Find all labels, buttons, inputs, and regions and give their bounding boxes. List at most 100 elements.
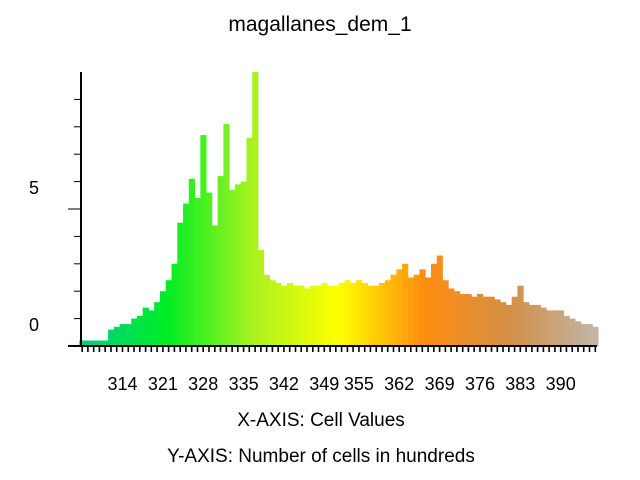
histogram-bar [471, 296, 478, 346]
histogram-bar [298, 285, 305, 346]
histogram-bar [113, 326, 121, 346]
histogram-bar [200, 135, 207, 346]
x-tick-label: 349 [309, 374, 339, 394]
histogram-bar [436, 255, 443, 346]
histogram-bar [373, 285, 380, 346]
histogram-bar [505, 304, 513, 346]
x-tick-label: 335 [229, 374, 259, 394]
histogram-bar [396, 269, 403, 346]
histogram-bar [344, 280, 351, 346]
histogram-bar [448, 288, 455, 346]
histogram-bar [540, 307, 547, 346]
histogram-bar [90, 340, 97, 346]
histogram-bar [286, 282, 293, 346]
y-tick-label: 5 [29, 178, 39, 198]
x-tick-label: 342 [269, 374, 299, 394]
histogram-bar [125, 324, 132, 346]
histogram-bar [523, 302, 530, 346]
histogram-bar [229, 189, 236, 346]
histogram-bar [482, 296, 490, 346]
histogram-bar [402, 263, 409, 346]
histogram-bar [281, 285, 288, 346]
histogram-bar [211, 225, 219, 346]
y-tick-label: 0 [29, 315, 39, 335]
histogram-bar [194, 198, 201, 346]
histogram-bar [154, 302, 161, 346]
histogram-bar [96, 340, 103, 346]
histogram-bar [500, 302, 507, 346]
histogram-bar [292, 285, 299, 346]
histogram-bar [183, 203, 190, 346]
x-tick-label: 383 [505, 374, 535, 394]
histogram-bar [390, 274, 397, 346]
histogram-bar [379, 282, 386, 346]
histogram-bar [350, 282, 357, 346]
x-tick-label: 376 [465, 374, 495, 394]
histogram-bar [321, 282, 328, 346]
histogram-bar [575, 321, 582, 346]
histogram-bar [136, 315, 144, 346]
histogram-bar [234, 184, 242, 346]
histogram-bar [188, 178, 195, 346]
histogram-bar [419, 269, 426, 346]
y-axis-label: Y-AXIS: Number of cells in hundreds [167, 446, 475, 467]
histogram-bar [413, 274, 420, 346]
histogram-bar [315, 285, 322, 346]
histogram-bar [258, 250, 265, 346]
histogram-bar [534, 304, 541, 346]
histogram-bar [592, 326, 599, 346]
histogram-bar [206, 192, 213, 346]
x-tick-label: 355 [344, 374, 374, 394]
histogram-bar [517, 285, 524, 346]
histogram-bar [338, 282, 345, 346]
histogram-bar [85, 340, 92, 346]
x-tick-label: 328 [188, 374, 218, 394]
histogram-bar [142, 307, 149, 346]
histogram-bar [79, 340, 86, 346]
x-tick-label: 390 [546, 374, 576, 394]
histogram-bar [177, 222, 184, 346]
histogram-bar [367, 285, 374, 346]
chart-title: magallanes_dem_1 [228, 13, 411, 36]
histogram-bar [465, 293, 472, 346]
histogram-bar [586, 324, 593, 346]
histogram-bar [131, 318, 138, 346]
histogram-bar [569, 318, 576, 346]
histogram-bar [563, 315, 570, 346]
histogram-bar [159, 291, 167, 346]
histogram-bar [425, 277, 432, 346]
histogram-bar [488, 296, 495, 346]
histogram-bar [223, 124, 230, 346]
x-tick-label-group: 314 321 328 335 342 349 355 362 369 376 383 390 [107, 374, 575, 394]
histogram-bar [454, 291, 461, 346]
histogram-bar [148, 310, 155, 346]
histogram-bar [552, 310, 559, 346]
histogram-bar [494, 299, 501, 346]
histogram-bar [119, 324, 126, 346]
histogram-bar [528, 304, 536, 346]
x-axis-label: X-AXIS: Cell Values [237, 410, 405, 431]
histogram-bar [430, 263, 438, 346]
histogram-bar [511, 296, 518, 346]
bar-group [79, 72, 599, 346]
histogram-bar [361, 282, 368, 346]
histogram-bar [384, 280, 391, 346]
histogram-bar [546, 310, 553, 346]
histogram-bar [407, 277, 415, 346]
histogram-bar [269, 280, 276, 346]
histogram-bar [108, 329, 115, 346]
histogram-bar [309, 285, 317, 346]
histogram-bar [240, 181, 247, 346]
x-tick-label: 314 [107, 374, 137, 394]
histogram-bar [275, 282, 282, 346]
histogram-bar [263, 274, 270, 346]
histogram-bar [459, 293, 466, 346]
histogram-bar [217, 176, 224, 346]
histogram-bar [246, 137, 253, 346]
y-tick-label-group: 05 [29, 178, 39, 335]
histogram-bar [252, 72, 259, 346]
x-tick-label: 321 [148, 374, 178, 394]
histogram-bar [102, 340, 109, 346]
x-minor-tick-group [81, 346, 597, 352]
